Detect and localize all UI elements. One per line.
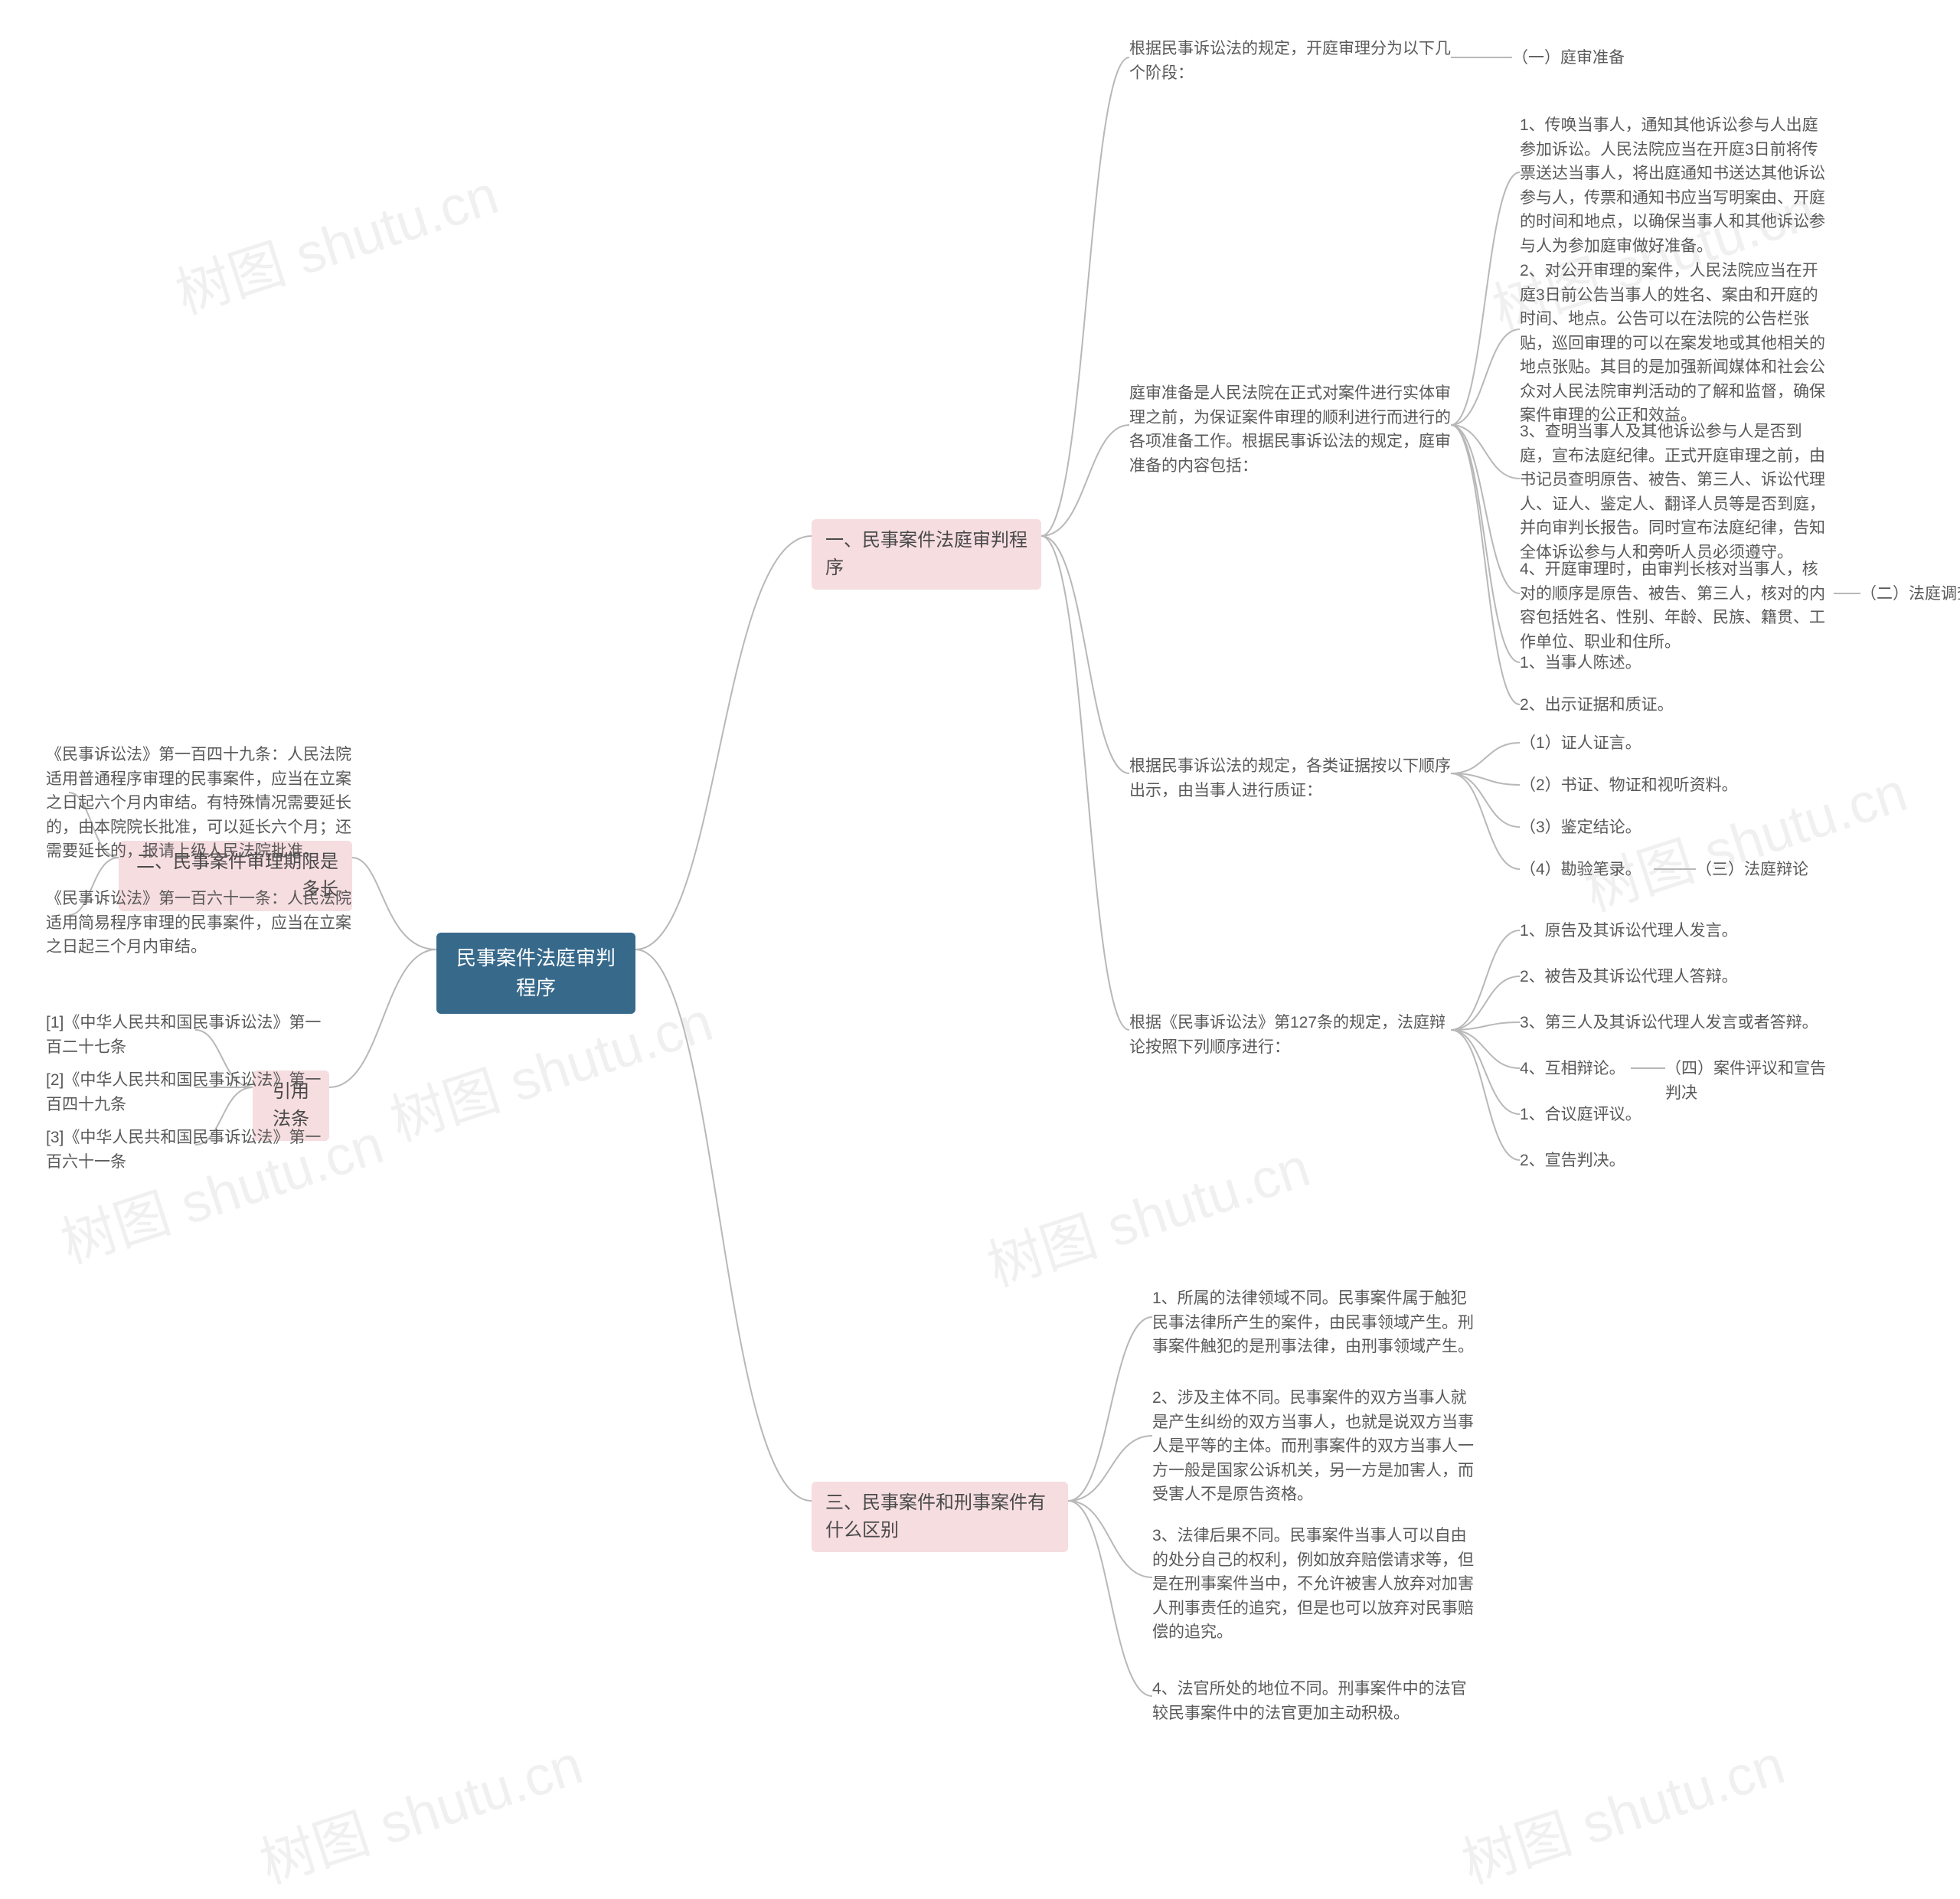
b3-c4: 4、法官所处的地位不同。刑事案件中的法官较民事案件中的法官更加主动积极。 [1152,1677,1474,1725]
b1-c3-1: （1）证人证言。 [1520,731,1749,756]
b1-c3: 根据民事诉讼法的规定，各类证据按以下顺序出示，由当事人进行质证： [1129,754,1451,802]
b1-c2-4r: （二）法庭调查 [1860,582,1960,606]
branch-1: 一、民事案件法庭审判程序 [812,519,1041,590]
b1-c3-4r: （三）法庭辩论 [1696,858,1808,882]
watermark: 树图 shutu.cn [248,1719,590,1899]
b1-c4-4: 4、互相辩论。 [1520,1057,1635,1081]
b1-c4-6: 2、宣告判决。 [1520,1149,1788,1173]
b1-c3-3: （3）鉴定结论。 [1520,815,1749,840]
b4-c2: [2]《中华人民共和国民事诉讼法》第一百四十九条 [46,1068,329,1116]
root-node: 民事案件法庭审判程序 [436,933,635,1014]
branch-3: 三、民事案件和刑事案件有什么区别 [812,1482,1068,1552]
b1-c4-1: 1、原告及其诉讼代理人发言。 [1520,919,1788,943]
b1-c3-4: （4）勘验笔录。 [1520,858,1658,882]
watermark: 树图 shutu.cn [1450,1719,1792,1899]
watermark: 树图 shutu.cn [164,149,506,329]
b3-c1: 1、所属的法律领域不同。民事案件属于触犯民事法律所产生的案件，由民事领域产生。刑… [1152,1286,1474,1359]
b3-c3: 3、法律后果不同。民事案件当事人可以自由的处分自己的权利，例如放弃赔偿请求等，但… [1152,1524,1474,1645]
b1-c2: 庭审准备是人民法院在正式对案件进行实体审理之前，为保证案件审理的顺利进行而进行的… [1129,381,1451,478]
b1-c2-4: 4、开庭审理时，由审判长核对当事人，核对的顺序是原告、被告、第三人，核对的内容包… [1520,557,1834,654]
b2-c2-text: 《民事诉讼法》第一百六十一条：人民法院适用简易程序审理的民事案件，应当在立案之日… [46,887,352,959]
mindmap-canvas: 树图 shutu.cn 树图 shutu.cn 树图 shutu.cn 树图 s… [0,0,1960,1892]
b1-c4-3: 3、第三人及其诉讼代理人发言或者答辩。 [1520,1011,1826,1035]
b1-c2-2: 2、对公开审理的案件，人民法院应当在开庭3日前公告当事人的姓名、案由和开庭的时间… [1520,259,1834,428]
b1-c4-2: 2、被告及其诉讼代理人答辩。 [1520,965,1788,989]
b1-c1: 根据民事诉讼法的规定，开庭审理分为以下几个阶段： [1129,37,1451,85]
b1-c2-5: 1、当事人陈述。 [1520,651,1834,675]
b1-c4: 根据《民事诉讼法》第127条的规定，法庭辩论按照下列顺序进行： [1129,1011,1451,1059]
b4-c1: [1]《中华人民共和国民事诉讼法》第一百二十七条 [46,1011,329,1059]
b4-c3: [3]《中华人民共和国民事诉讼法》第一百六十一条 [46,1126,329,1174]
b2-c1-text: 《民事诉讼法》第一百四十九条：人民法院适用普通程序审理的民事案件，应当在立案之日… [46,743,352,864]
b1-c2-6: 2、出示证据和质证。 [1520,693,1834,717]
b3-c2: 2、涉及主体不同。民事案件的双方当事人就是产生纠纷的双方当事人，也就是说双方当事… [1152,1386,1474,1507]
b1-c4-5: 1、合议庭评议。 [1520,1103,1788,1127]
b1-c1a: （一）庭审准备 [1512,46,1625,70]
b1-c2-1: 1、传唤当事人，通知其他诉讼参与人出庭参加诉讼。人民法院应当在开庭3日前将传票送… [1520,113,1834,258]
b1-c4-4r: （四）案件评议和宣告判决 [1665,1057,1826,1105]
b1-c3-2: （2）书证、物证和视听资料。 [1520,773,1749,798]
b1-c2-3: 3、查明当事人及其他诉讼参与人是否到庭，宣布法庭纪律。正式开庭审理之前，由书记员… [1520,420,1834,564]
watermark: 树图 shutu.cn [975,1122,1318,1302]
